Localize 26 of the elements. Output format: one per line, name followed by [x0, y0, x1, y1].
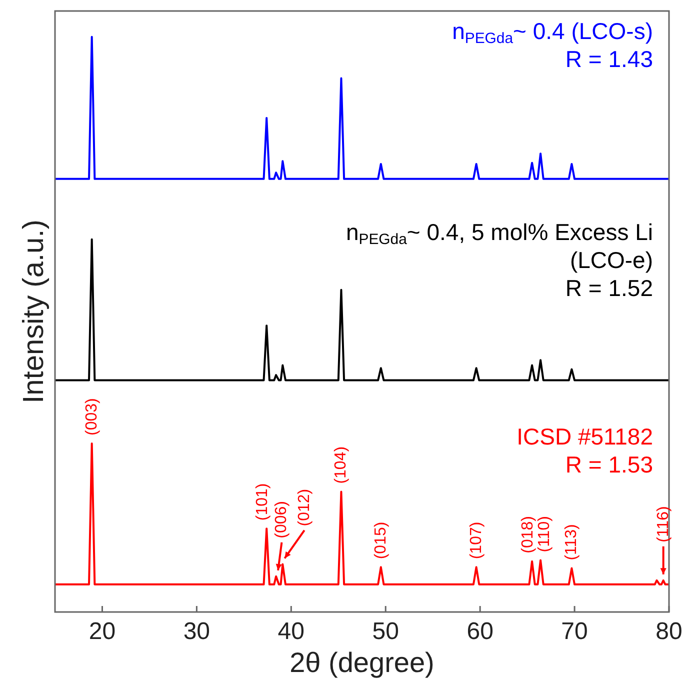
annotation: (006)	[273, 500, 290, 538]
annotation: (116)	[654, 506, 672, 542]
x-axis-title: 2θ (degree)	[290, 647, 434, 678]
annotation: R = 1.43	[565, 46, 653, 72]
x-tick-label: 70	[561, 618, 588, 645]
series-label: n$_{PEGda}$~ 0.4, 5 mol% Excess Li (LCO-e)	[346, 219, 653, 274]
text: n$_{PEGda}$~ 0.4 (LCO-s)	[452, 18, 653, 47]
x-tick-label: 20	[88, 618, 116, 645]
x-tick-label: 60	[466, 618, 494, 645]
x-tick-label: 80	[656, 618, 682, 645]
annotation: (003)	[83, 398, 100, 436]
annotation: (113)	[563, 524, 580, 560]
x-tick-label: 30	[183, 618, 210, 645]
x-tick-label: 50	[372, 618, 399, 645]
annotation: R = 1.53	[565, 451, 653, 478]
annotation: (104)	[332, 446, 350, 484]
annotation: (015)	[372, 522, 390, 560]
annotation: (018)	[520, 516, 537, 554]
annotation: (101)	[254, 483, 272, 521]
annotation: (107)	[468, 522, 485, 560]
text: ICSD #51182	[516, 423, 653, 450]
x-tick-label: 40	[278, 618, 305, 645]
annotation: (012)	[296, 488, 313, 526]
annotation: (110)	[536, 516, 554, 552]
annotation: R = 1.52	[565, 275, 653, 302]
y-axis-title: Intensity (a.u.)	[18, 220, 50, 404]
